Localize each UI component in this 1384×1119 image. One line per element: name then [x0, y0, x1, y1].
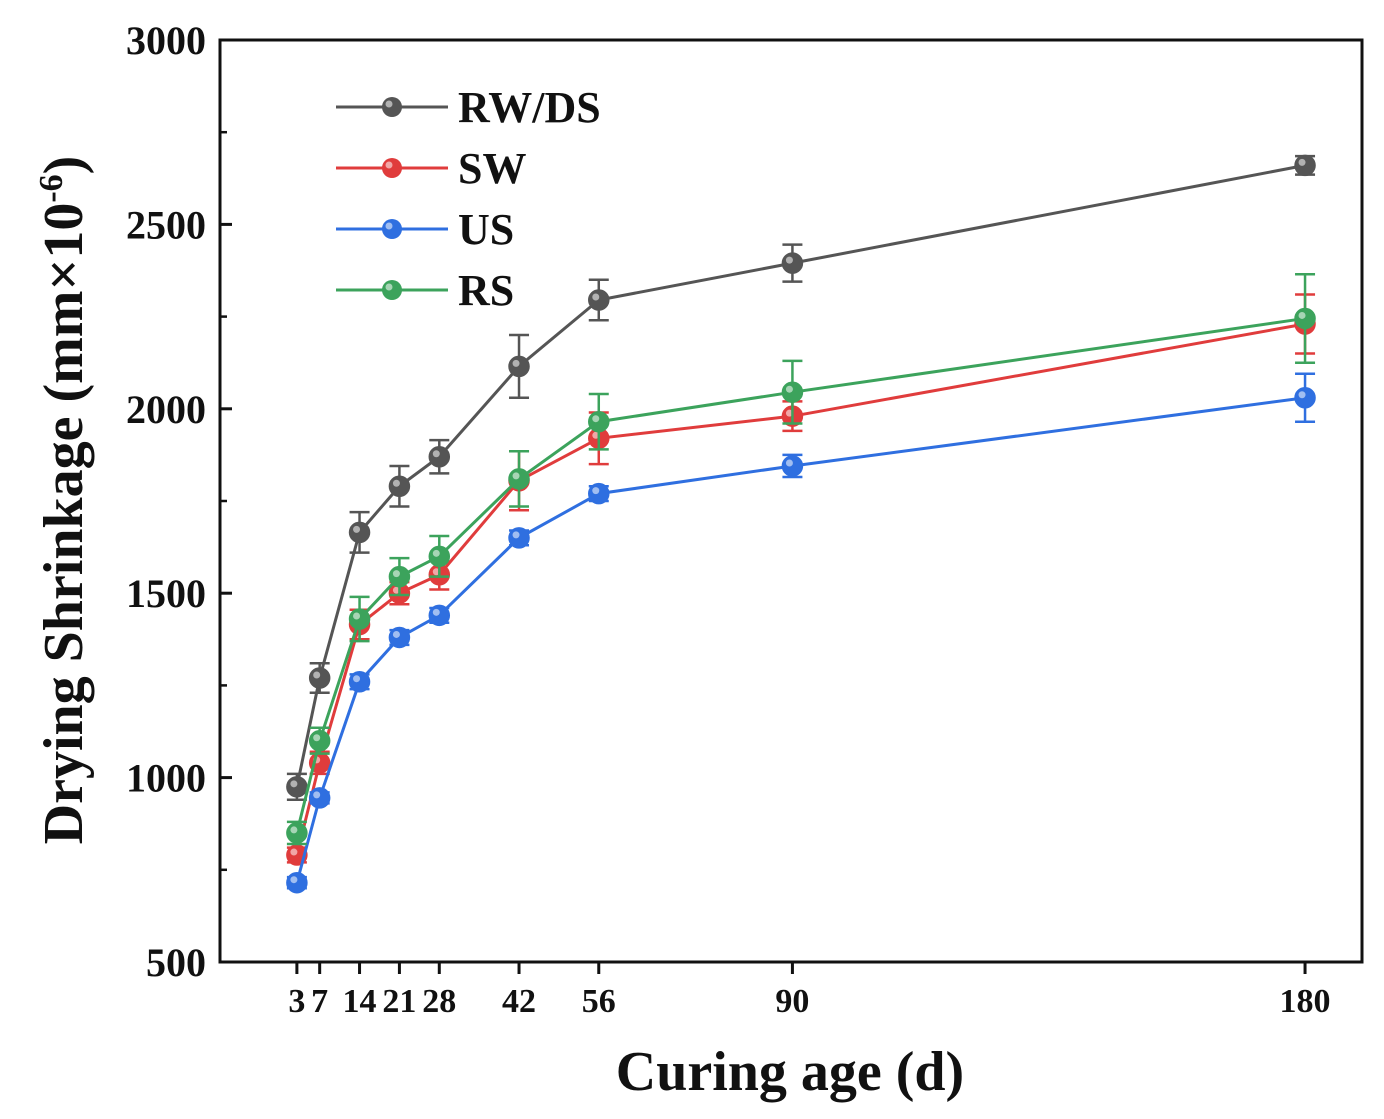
legend-item-rs: RS	[336, 266, 514, 315]
data-point-highlight	[512, 531, 520, 539]
plot-frame	[218, 38, 1364, 964]
x-tick-label: 90	[775, 983, 809, 1020]
data-point	[388, 475, 411, 497]
data-point-highlight	[512, 359, 520, 367]
data-point-highlight	[1298, 391, 1306, 399]
data-point-highlight	[592, 487, 600, 495]
legend-label: RW/DS	[458, 83, 601, 132]
data-point	[1294, 307, 1316, 330]
plot-area	[286, 154, 1316, 894]
data-point-highlight	[432, 450, 440, 458]
data-point	[428, 445, 451, 468]
y-tick-label: 500	[146, 940, 206, 985]
legend-label: RS	[458, 266, 514, 315]
x-tick-label: 21	[382, 983, 416, 1020]
data-point-highlight	[392, 630, 400, 638]
data-point	[388, 565, 411, 588]
legend-item-sw: SW	[336, 144, 526, 193]
legend-item-us: US	[336, 205, 514, 254]
data-point	[508, 468, 530, 490]
y-tick-label: 2000	[126, 387, 206, 432]
x-tick-label: 56	[582, 983, 616, 1020]
legend-marker-highlight	[385, 161, 393, 169]
data-point-highlight	[1298, 311, 1306, 319]
data-point-highlight	[353, 525, 361, 533]
data-point	[781, 381, 804, 403]
data-point-highlight	[290, 826, 298, 834]
data-point-highlight	[432, 608, 440, 616]
x-tick-label: 42	[502, 983, 536, 1020]
legend-marker	[382, 158, 402, 178]
data-point-highlight	[313, 671, 321, 679]
series-sw	[286, 293, 1316, 866]
legend-label: US	[458, 205, 514, 254]
legend-marker	[382, 280, 402, 300]
data-point	[428, 604, 451, 627]
legend-marker-highlight	[385, 100, 393, 108]
data-point	[308, 729, 331, 752]
data-point	[1294, 386, 1316, 409]
data-point-highlight	[392, 479, 400, 487]
data-point	[588, 410, 610, 433]
data-point	[286, 871, 308, 894]
data-point	[348, 521, 371, 544]
y-tick-label: 2500	[126, 202, 206, 247]
series-rs	[286, 272, 1316, 846]
data-point-highlight	[290, 876, 298, 884]
legend-item-rw-ds: RW/DS	[336, 83, 601, 132]
x-tick-label: 180	[1280, 983, 1331, 1020]
data-point	[286, 776, 308, 798]
data-point	[428, 545, 451, 568]
x-axis-title: Curing age (d)	[616, 1041, 964, 1103]
data-point-highlight	[313, 734, 321, 742]
data-point	[588, 289, 610, 311]
data-point-highlight	[1298, 158, 1306, 166]
data-point	[781, 455, 804, 477]
y-tick-label: 1500	[126, 571, 206, 616]
y-tick-label: 3000	[126, 18, 206, 63]
data-point-highlight	[313, 791, 321, 799]
legend-marker	[382, 219, 402, 239]
x-tick-label: 14	[343, 983, 377, 1020]
data-point	[348, 670, 371, 693]
legend-label: SW	[458, 144, 526, 193]
y-axis-title: Drying Shrinkage (mm×10-6)	[33, 156, 95, 845]
legend-marker-highlight	[385, 283, 393, 291]
data-point	[388, 626, 411, 649]
data-point-highlight	[432, 549, 440, 557]
data-point	[588, 482, 610, 505]
data-point-highlight	[392, 570, 400, 578]
data-point	[508, 527, 530, 549]
legend: RW/DS SW US RS	[336, 83, 601, 315]
data-point	[781, 252, 804, 274]
data-point-highlight	[353, 612, 361, 620]
series-us	[286, 372, 1316, 894]
y-tick-label: 1000	[126, 756, 206, 801]
data-point-highlight	[353, 675, 361, 683]
data-point	[286, 822, 308, 844]
data-point	[1294, 154, 1316, 177]
data-point-highlight	[290, 780, 298, 788]
data-point-highlight	[512, 472, 520, 480]
data-point-highlight	[290, 848, 298, 856]
data-point-highlight	[592, 415, 600, 423]
data-point	[348, 608, 371, 630]
series-rw-ds	[286, 154, 1316, 801]
data-point-highlight	[785, 459, 793, 467]
data-point-highlight	[785, 256, 793, 264]
data-point	[308, 787, 331, 809]
x-tick-label: 7	[311, 983, 328, 1020]
data-point-highlight	[592, 293, 600, 301]
legend-marker-highlight	[385, 222, 393, 230]
data-point	[308, 667, 331, 689]
axes: 500 1000 1500 2000 2500 3000 3 7 14 21 28 42 56 90 180	[126, 18, 1364, 1020]
x-tick-label: 3	[288, 983, 305, 1020]
x-tick-label: 28	[422, 983, 456, 1020]
data-point	[508, 355, 530, 378]
data-point-highlight	[785, 385, 793, 393]
legend-marker	[382, 97, 402, 117]
